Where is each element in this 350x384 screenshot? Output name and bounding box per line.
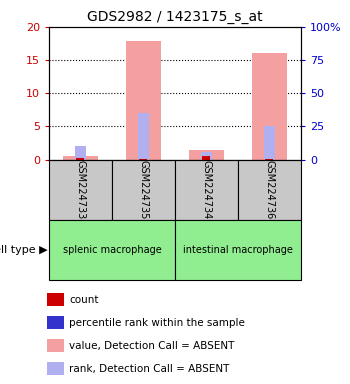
Bar — [201, 152, 212, 160]
Title: GDS2982 / 1423175_s_at: GDS2982 / 1423175_s_at — [87, 10, 263, 25]
Text: GSM224733: GSM224733 — [76, 160, 85, 219]
Bar — [139, 159, 147, 160]
Bar — [47, 293, 64, 306]
Text: GSM224734: GSM224734 — [202, 160, 211, 219]
Bar — [252, 53, 287, 160]
Text: intestinal macrophage: intestinal macrophage — [183, 245, 293, 255]
Bar — [49, 220, 175, 280]
Text: GSM224736: GSM224736 — [265, 160, 274, 219]
Text: count: count — [69, 295, 98, 305]
Bar — [238, 160, 301, 220]
Text: value, Detection Call = ABSENT: value, Detection Call = ABSENT — [69, 341, 234, 351]
Text: cell type ▶: cell type ▶ — [0, 245, 48, 255]
Bar — [49, 160, 112, 220]
Bar — [47, 339, 64, 352]
Bar — [189, 151, 224, 160]
Text: GSM224735: GSM224735 — [139, 160, 148, 220]
Bar — [202, 156, 210, 160]
Bar — [264, 126, 275, 160]
Bar — [112, 160, 175, 220]
Bar — [175, 160, 238, 220]
Text: rank, Detection Call = ABSENT: rank, Detection Call = ABSENT — [69, 364, 229, 374]
Bar — [76, 158, 84, 160]
Bar — [47, 316, 64, 329]
Bar — [63, 156, 98, 160]
Bar — [126, 41, 161, 160]
Bar — [75, 146, 86, 160]
Bar — [47, 362, 64, 375]
Bar — [175, 220, 301, 280]
Bar — [138, 113, 149, 160]
Text: splenic macrophage: splenic macrophage — [63, 245, 161, 255]
Bar — [265, 159, 273, 160]
Text: percentile rank within the sample: percentile rank within the sample — [69, 318, 245, 328]
